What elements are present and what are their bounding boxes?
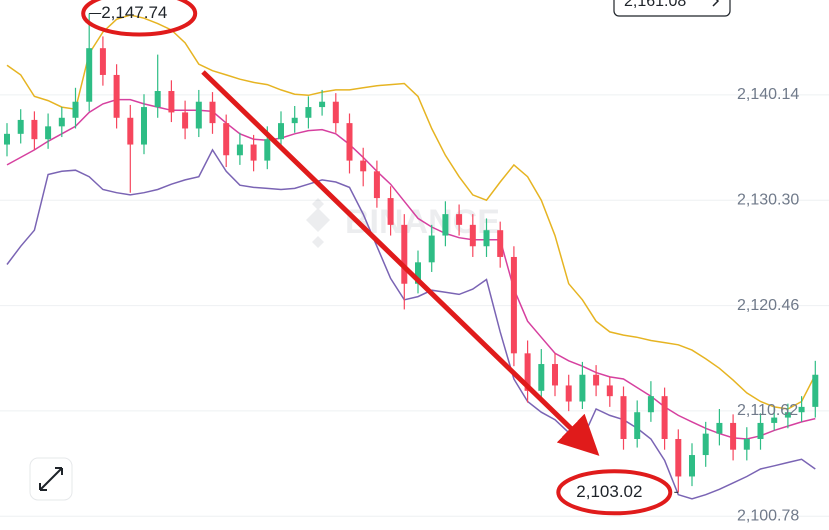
candle-body <box>113 74 120 118</box>
candle-body <box>771 417 778 423</box>
candle-body <box>72 101 79 118</box>
candle-body <box>784 412 791 418</box>
candle-body <box>661 396 668 439</box>
y-tick-label: 2,140.14 <box>737 86 799 103</box>
candle-body <box>524 353 531 391</box>
candle-body <box>223 123 230 156</box>
candle-body <box>510 256 517 354</box>
annotation-circle <box>556 469 673 516</box>
candle-body <box>401 224 408 284</box>
candle-body <box>250 144 257 161</box>
watermark-logo <box>306 198 330 248</box>
candle-body <box>141 107 147 145</box>
candle-body <box>127 117 134 145</box>
candle-body <box>579 374 586 402</box>
candle-body <box>798 406 805 413</box>
annotation-circle <box>81 0 198 37</box>
price-tag-box[interactable] <box>613 0 731 17</box>
candle-body <box>538 364 545 391</box>
candle-body <box>373 171 380 199</box>
annotation-label: 2,103.02 <box>576 482 642 501</box>
expand-button[interactable] <box>29 457 73 501</box>
candle-body <box>483 230 490 247</box>
candle-body <box>58 117 65 127</box>
y-tick-label: 2,100.78 <box>737 508 799 525</box>
candle-body <box>45 126 52 140</box>
candle-body <box>99 48 106 75</box>
candle-body <box>552 364 558 386</box>
candle-body <box>675 438 682 477</box>
y-tick-label: 2,130.30 <box>737 191 799 208</box>
candle-body <box>168 91 175 113</box>
price-tag[interactable]: 2,161.08 <box>613 0 731 17</box>
candle-body <box>497 230 504 257</box>
candle-body <box>469 224 476 247</box>
candle-body <box>86 48 93 102</box>
candle-body <box>743 438 750 450</box>
candle-body <box>428 235 435 263</box>
candle-body <box>387 198 394 225</box>
candle-body <box>346 123 353 161</box>
y-tick-label: 2,120.46 <box>737 297 799 314</box>
candle-body <box>730 422 737 450</box>
chevron[interactable] <box>712 0 720 7</box>
candle-body <box>182 112 189 129</box>
candle-body <box>319 101 326 108</box>
candle-body <box>4 133 10 145</box>
candle-body <box>278 123 284 140</box>
candle-body <box>154 91 161 108</box>
candle-body <box>236 144 243 156</box>
candle-body <box>332 101 339 124</box>
trend-arrow <box>201 70 600 456</box>
candle-body <box>593 374 600 386</box>
candle-body <box>757 422 764 439</box>
candle-body <box>360 160 367 172</box>
expand-icon[interactable] <box>39 467 63 491</box>
candle-body <box>620 396 627 439</box>
candle-body <box>305 107 312 118</box>
y-tick-label: 2,110.62 <box>737 402 798 419</box>
candle-body <box>209 101 216 124</box>
candle-body <box>716 422 723 434</box>
candle-body <box>291 117 298 124</box>
band-line <box>6 14 816 410</box>
band-line <box>6 98 816 440</box>
candle-body <box>689 455 695 477</box>
price-tag-label[interactable]: 2,161.08 <box>624 0 686 10</box>
candle-body <box>195 101 202 129</box>
candle-body <box>31 119 38 140</box>
candle-body <box>702 433 709 456</box>
candle-body <box>634 412 641 439</box>
candle-body <box>442 214 449 236</box>
candle-body <box>812 374 819 407</box>
candle-body <box>565 385 572 402</box>
candle-body <box>456 214 463 225</box>
candle-body <box>17 119 24 134</box>
annotation-label: 2,147.74 <box>101 3 167 22</box>
candle-body <box>606 385 613 397</box>
candle-body <box>647 396 654 413</box>
candle-body <box>415 262 421 284</box>
band-line <box>6 148 816 500</box>
candle-body <box>264 139 271 161</box>
